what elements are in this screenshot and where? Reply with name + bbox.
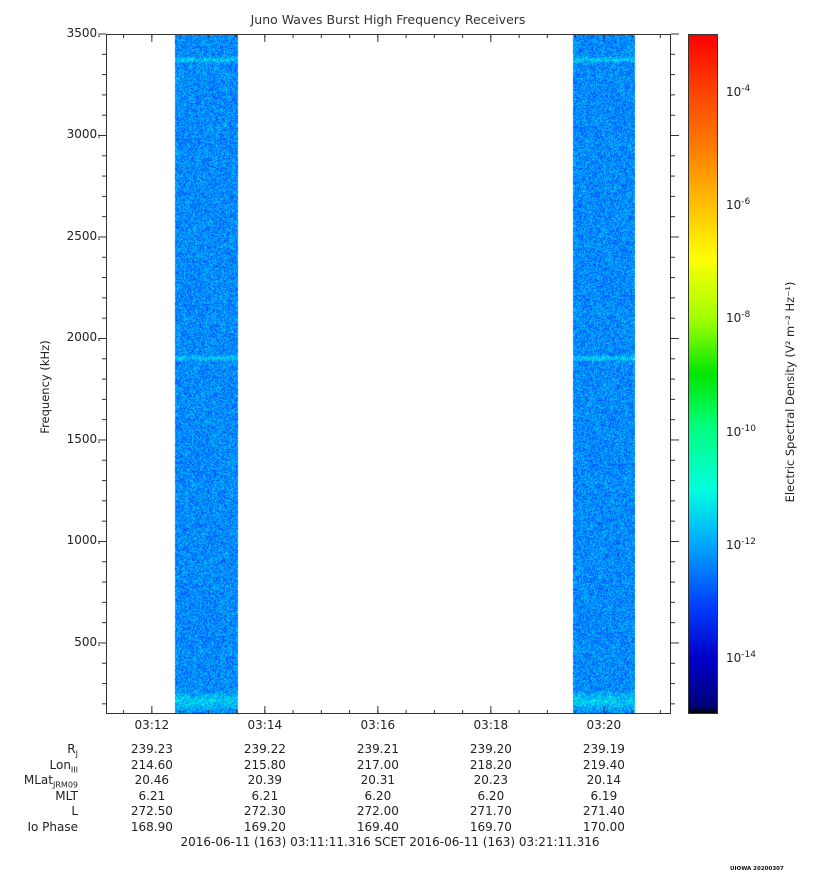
ephemeris-value: 239.21 — [356, 742, 399, 756]
ephemeris-row-label: LonIII — [49, 757, 79, 774]
ephemeris-value: 6.19 — [590, 788, 618, 803]
ephemeris-value: 239.23 — [130, 742, 173, 756]
colorbar-title-text: Electric Spectral Density (V² m⁻² Hz⁻¹) — [783, 281, 797, 503]
x-tick-label: 03:16 — [360, 718, 396, 732]
y-tick-label: 2500. — [66, 228, 101, 243]
colorbar-tick-label: 10-12 — [726, 537, 756, 552]
ephemeris-value: 271.70 — [469, 804, 512, 818]
y-tick-label: 1500. — [66, 431, 101, 446]
ephemeris-value: 272.00 — [356, 804, 399, 818]
x-tick-label: 03:20 — [586, 718, 622, 732]
version-stamp: UIOWA 20200307 — [730, 866, 784, 872]
ephemeris-value: 20.14 — [586, 773, 622, 787]
ephemeris-value: 239.19 — [582, 742, 625, 756]
ephemeris-value: 168.90 — [130, 819, 173, 834]
ephemeris-value: 170.00 — [582, 819, 625, 834]
y-tick-label: 500. — [74, 634, 101, 649]
ephemeris-value: 169.20 — [243, 819, 286, 834]
chart-title: Juno Waves Burst High Frequency Receiver… — [250, 12, 526, 27]
ephemeris-value: 169.70 — [469, 819, 512, 834]
x-tick-label: 03:18 — [473, 718, 509, 732]
colorbar-tick-label: 10-14 — [726, 650, 756, 666]
ephemeris-value: 272.50 — [130, 804, 173, 818]
ephemeris-row-label: Io Phase — [27, 819, 78, 834]
ephemeris-value: 20.46 — [134, 773, 170, 787]
ephemeris-value: 218.20 — [469, 757, 512, 772]
ephemeris-value: 6.21 — [251, 788, 279, 803]
ephemeris-value: 219.40 — [582, 757, 625, 772]
y-tick-label: 1000. — [66, 533, 101, 548]
ephemeris-value: 271.40 — [582, 804, 625, 818]
ephemeris-value: 215.80 — [243, 757, 286, 772]
ephemeris-row-label: RJ — [67, 742, 78, 759]
ephemeris-value: 169.40 — [356, 819, 399, 834]
ephemeris-row-label: MLatJRM09 — [23, 773, 78, 790]
ephemeris-value: 6.21 — [138, 788, 166, 803]
ephemeris-value: 217.00 — [356, 757, 399, 772]
spectrogram-canvas — [107, 35, 670, 713]
ephemeris-value: 20.31 — [360, 773, 396, 787]
ephemeris-value: 6.20 — [364, 788, 392, 803]
colorbar — [688, 34, 718, 714]
ephemeris-value: 239.20 — [469, 742, 512, 756]
colorbar-tick-label: 10-10 — [726, 423, 756, 439]
ephemeris-value: 214.60 — [130, 757, 173, 772]
colorbar-tick-label: 10-6 — [726, 197, 751, 212]
colorbar-tick-label: 10-4 — [726, 83, 751, 99]
spectrogram-plot-area — [106, 34, 671, 714]
colorbar-title: Electric Spectral Density (V² m⁻² Hz⁻¹) — [783, 242, 797, 542]
y-axis-title: Frequency (kHz) — [38, 340, 52, 434]
colorbar-tick-label: 10-8 — [726, 310, 751, 326]
ephemeris-row-label: L — [71, 804, 78, 818]
ephemeris-value: 20.23 — [473, 773, 509, 787]
ephemeris-value: 239.22 — [243, 742, 286, 756]
x-tick-label: 03:14 — [247, 718, 283, 732]
ephemeris-value: 6.20 — [477, 788, 505, 803]
scet-time-range: 2016-06-11 (163) 03:11:11.316 SCET 2016-… — [180, 835, 600, 849]
ephemeris-row-label: MLT — [55, 788, 78, 803]
x-tick-label: 03:12 — [134, 718, 170, 732]
y-tick-label: 2000. — [66, 330, 101, 345]
ephemeris-value: 20.39 — [247, 773, 283, 787]
y-tick-label: 3000. — [66, 127, 101, 142]
y-tick-label: 3500. — [66, 26, 101, 40]
ephemeris-value: 272.30 — [243, 804, 286, 818]
